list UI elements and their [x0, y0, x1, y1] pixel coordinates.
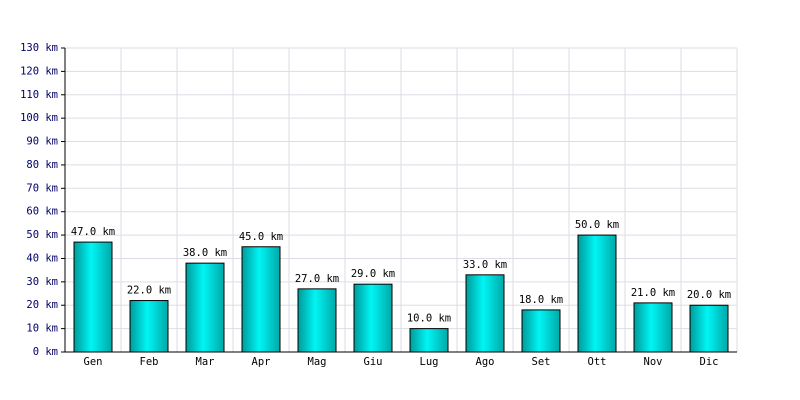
y-tick-label: 60 km [26, 206, 58, 218]
bar [297, 288, 337, 353]
y-tick-label: 90 km [26, 136, 58, 148]
x-tick-label: Feb [140, 356, 159, 368]
x-tick-label: Apr [252, 356, 271, 368]
bar [633, 302, 673, 353]
y-tick-label: 20 km [26, 299, 58, 311]
data-label: 50.0 km [575, 219, 619, 231]
y-tick-label: 120 km [20, 65, 58, 77]
data-label: 18.0 km [519, 294, 563, 306]
x-tick-label: Dic [700, 356, 719, 368]
data-label: 47.0 km [71, 226, 115, 238]
x-tick-label: Ago [476, 356, 495, 368]
y-tick-label: 10 km [26, 323, 58, 335]
bar [241, 246, 281, 353]
y-tick-label: 50 km [26, 229, 58, 241]
x-tick-label: Lug [420, 356, 439, 368]
bar [129, 300, 169, 353]
y-tick-label: 70 km [26, 182, 58, 194]
data-label: 20.0 km [687, 289, 731, 301]
y-tick-label: 110 km [20, 89, 58, 101]
data-label: 29.0 km [351, 268, 395, 280]
data-label: 45.0 km [239, 231, 283, 243]
x-tick-label: Ott [588, 356, 607, 368]
x-tick-label: Nov [644, 356, 663, 368]
bar [577, 234, 617, 353]
data-label: 22.0 km [127, 285, 171, 297]
x-tick-label: Giu [364, 356, 383, 368]
x-tick-label: Gen [84, 356, 103, 368]
bar [689, 304, 729, 353]
data-label: 33.0 km [463, 259, 507, 271]
y-tick-label: 130 km [20, 42, 58, 54]
bar [409, 328, 449, 353]
x-tick-label: Mar [196, 356, 215, 368]
data-label: 10.0 km [407, 313, 451, 325]
data-label: 38.0 km [183, 247, 227, 259]
y-tick-label: 0 km [33, 346, 58, 358]
bar [465, 274, 505, 353]
y-tick-label: 30 km [26, 276, 58, 288]
bar [185, 262, 225, 353]
data-label: 21.0 km [631, 287, 675, 299]
x-tick-label: Set [532, 356, 551, 368]
bar [521, 309, 561, 353]
data-label: 27.0 km [295, 273, 339, 285]
bar [73, 241, 113, 353]
y-tick-label: 100 km [20, 112, 58, 124]
bar [353, 283, 393, 353]
x-tick-label: Mag [308, 356, 327, 368]
y-tick-label: 40 km [26, 252, 58, 264]
y-tick-label: 80 km [26, 159, 58, 171]
